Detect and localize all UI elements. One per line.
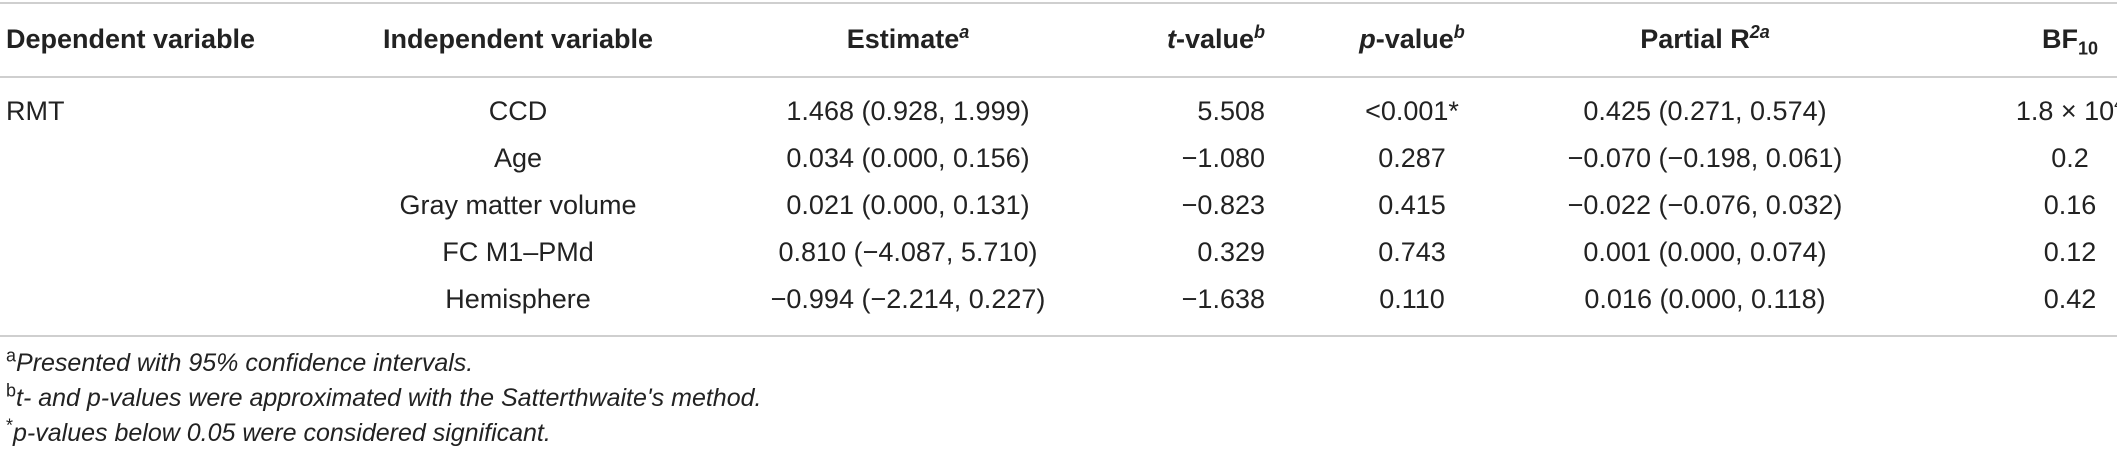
header-bf-subscript: 10 <box>2077 38 2099 59</box>
partial-r2-cell: −0.022 (−0.076, 0.032) <box>1567 190 1843 220</box>
header-p-value-label: -value <box>1375 24 1454 54</box>
independent-variable-cell: Hemisphere <box>445 284 591 314</box>
t-value-cell: −1.638 <box>1181 284 1265 314</box>
header-independent-variable-label: Independent variable <box>382 24 654 54</box>
header-bf10: BF10 <box>2041 22 2099 59</box>
bf10-cell: 1.8 × 104 <box>2016 94 2117 128</box>
independent-variable-cell: CCD <box>488 96 548 126</box>
footnote-a-text: Presented with 95% confidence intervals. <box>16 349 474 377</box>
footnote-b: bt- and p-values were approximated with … <box>6 380 762 413</box>
header-t-value: t-valueb <box>1167 22 1265 56</box>
header-estimate-footnote-mark: a <box>959 22 970 42</box>
partial-r2-cell: 0.425 (0.271, 0.574) <box>1583 96 1827 126</box>
estimate-cell: −0.994 (−2.214, 0.227) <box>770 284 1046 314</box>
footnote-b-text: t- and p-values were approximated with t… <box>16 384 762 412</box>
table-header-rule <box>0 76 2117 78</box>
footnote-a-mark: a <box>6 345 17 366</box>
header-t-value-label: -value <box>1175 24 1254 54</box>
footnote-significance-mark: * <box>6 415 14 436</box>
bf10-exponent: 4 <box>2114 94 2117 114</box>
header-p-value: p-valueb <box>1359 22 1465 56</box>
header-partial-r2: Partial R2a <box>1640 22 1770 56</box>
header-bf-label: BF <box>2041 24 2078 54</box>
t-value-cell: 0.329 <box>1197 237 1265 267</box>
dependent-variable-cell: RMT <box>6 96 65 126</box>
p-value-cell: <0.001* <box>1365 96 1459 126</box>
estimate-cell: 0.034 (0.000, 0.156) <box>786 143 1030 173</box>
independent-variable-cell: Gray matter volume <box>399 190 637 220</box>
table-bottom-rule <box>0 335 2117 337</box>
p-value-cell: 0.110 <box>1379 284 1445 314</box>
footnote-significance: *p-values below 0.05 were considered sig… <box>6 415 551 448</box>
bf10-mantissa: 1.8 × 10 <box>2015 96 2115 126</box>
estimate-cell: 1.468 (0.928, 1.999) <box>786 96 1030 126</box>
header-estimate-label: Estimate <box>846 24 960 54</box>
t-value-cell: −0.823 <box>1181 190 1265 220</box>
header-p-symbol: p <box>1359 24 1376 54</box>
header-partial-r-label: Partial R <box>1640 24 1750 54</box>
t-value-cell: −1.080 <box>1181 143 1265 173</box>
partial-r2-cell: 0.001 (0.000, 0.074) <box>1583 237 1827 267</box>
header-dependent-variable: Dependent variable <box>6 22 255 56</box>
table-top-rule <box>0 2 2117 4</box>
header-estimate: Estimatea <box>847 22 970 56</box>
estimate-cell: 0.021 (0.000, 0.131) <box>786 190 1030 220</box>
bf10-cell: 0.16 <box>2043 190 2097 220</box>
p-value-cell: 0.415 <box>1378 190 1446 220</box>
footnote-significance-text: p-values below 0.05 were considered sign… <box>13 419 551 447</box>
p-value-cell: 0.287 <box>1378 143 1446 173</box>
t-value-cell: 5.508 <box>1197 96 1265 126</box>
header-independent-variable: Independent variable <box>383 22 653 56</box>
header-t-footnote-mark: b <box>1254 22 1265 42</box>
header-p-footnote-mark: b <box>1453 22 1465 42</box>
header-t-symbol: t <box>1166 24 1176 54</box>
independent-variable-cell: FC M1–PMd <box>442 237 594 267</box>
header-dependent-variable-label: Dependent variable <box>6 24 256 54</box>
independent-variable-cell: Age <box>493 143 543 173</box>
footnote-a: aPresented with 95% confidence intervals… <box>6 345 474 378</box>
footnote-b-mark: b <box>6 380 17 401</box>
header-partial-r2-superscript: 2a <box>1749 22 1770 42</box>
estimate-cell: 0.810 (−4.087, 5.710) <box>778 237 1038 267</box>
bf10-cell: 0.2 <box>2051 143 2089 173</box>
bf10-cell: 0.12 <box>2043 237 2097 267</box>
p-value-cell: 0.743 <box>1378 237 1446 267</box>
partial-r2-cell: 0.016 (0.000, 0.118) <box>1584 284 1826 314</box>
partial-r2-cell: −0.070 (−0.198, 0.061) <box>1567 143 1843 173</box>
bf10-cell: 0.42 <box>2043 284 2097 314</box>
